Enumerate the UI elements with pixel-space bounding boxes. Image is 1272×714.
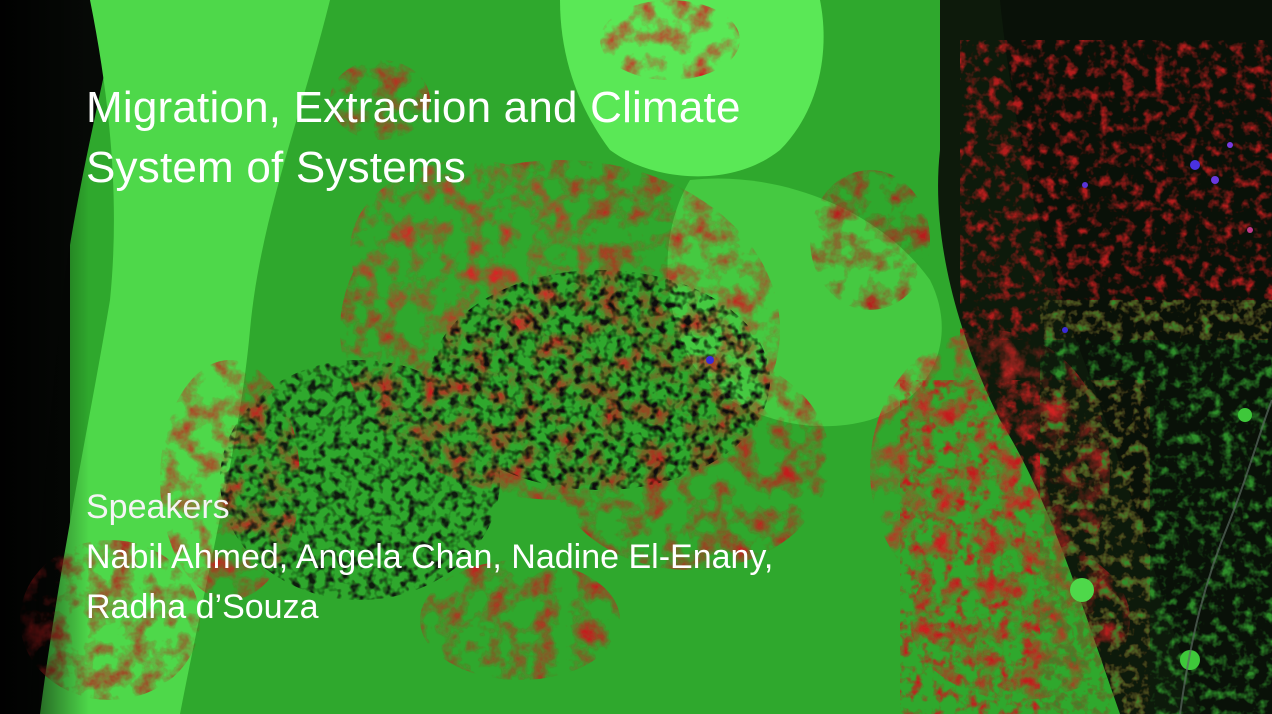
speakers-label: Speakers (86, 488, 230, 526)
speakers-line-2: Radha d’Souza (86, 588, 319, 626)
event-title-line-2: System of Systems (86, 143, 466, 192)
speakers-list: Nabil Ahmed, Angela Chan, Nadine El-Enan… (86, 532, 1066, 632)
event-title: Migration, Extraction and Climate System… (86, 78, 1066, 198)
event-title-line-1: Migration, Extraction and Climate (86, 83, 741, 132)
speakers-line-1: Nabil Ahmed, Angela Chan, Nadine El-Enan… (86, 538, 774, 576)
